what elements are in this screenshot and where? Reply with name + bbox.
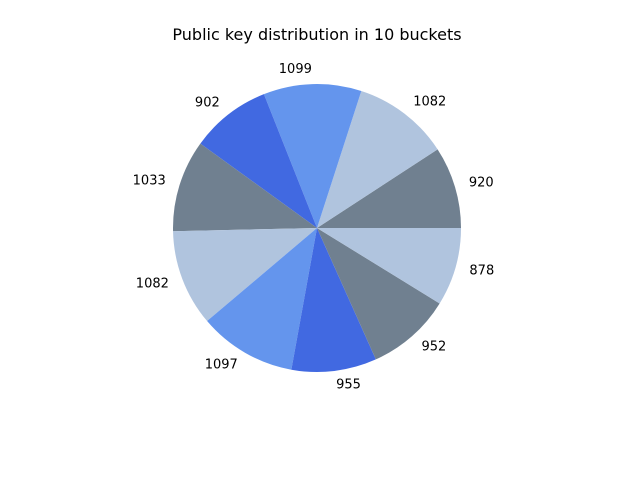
pie-slice: [173, 228, 317, 322]
pie-slice: [263, 84, 362, 228]
pie-labels: 920 1082 1099 902 1033 1082 1097 955 952 878: [133, 62, 495, 393]
pie-slice: [317, 228, 440, 360]
slice-label: 902: [195, 95, 220, 110]
slice-label: 1082: [136, 277, 169, 292]
pie-slice: [200, 94, 317, 229]
slice-label: 955: [336, 378, 361, 393]
slice-label: 1097: [205, 358, 238, 373]
slice-label: 878: [469, 264, 494, 279]
pie-slice: [173, 143, 317, 232]
pie-slice: [207, 228, 317, 370]
slice-label: 1033: [133, 173, 166, 188]
slice-label: 1082: [413, 95, 446, 110]
pie-slice: [317, 149, 461, 228]
chart-title: Public key distribution in 10 buckets: [172, 25, 461, 44]
slice-label: 1099: [279, 62, 312, 77]
slice-label: 920: [469, 175, 494, 190]
slice-label: 952: [421, 340, 446, 355]
pie-slice: [317, 228, 461, 304]
pie-slices: [173, 84, 461, 373]
pie-slice: [317, 90, 438, 229]
pie-slice: [291, 228, 376, 373]
